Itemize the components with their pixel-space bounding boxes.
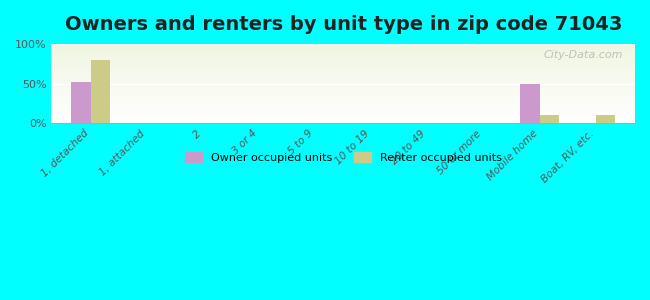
Bar	[51, 102, 635, 103]
Bar	[51, 55, 635, 56]
Bar	[51, 57, 635, 58]
Bar	[51, 122, 635, 123]
Bar	[51, 85, 635, 86]
Bar	[51, 63, 635, 64]
Bar	[51, 119, 635, 120]
Bar	[51, 94, 635, 95]
Bar	[51, 114, 635, 115]
Bar	[51, 111, 635, 112]
Bar	[51, 121, 635, 122]
Bar	[51, 58, 635, 59]
Bar	[51, 54, 635, 55]
Bar	[51, 107, 635, 108]
Title: Owners and renters by unit type in zip code 71043: Owners and renters by unit type in zip c…	[64, 15, 622, 34]
Bar	[51, 79, 635, 80]
Legend: Owner occupied units, Renter occupied units: Owner occupied units, Renter occupied un…	[181, 147, 506, 167]
Bar	[51, 75, 635, 76]
Bar	[51, 78, 635, 79]
Bar	[71, 82, 91, 123]
Bar	[51, 113, 635, 114]
Bar	[51, 73, 635, 74]
Bar	[51, 117, 635, 118]
Bar	[51, 93, 635, 94]
Bar	[51, 106, 635, 107]
Bar	[51, 59, 635, 60]
Bar	[51, 56, 635, 57]
Bar	[51, 110, 635, 111]
Bar	[51, 65, 635, 66]
Bar	[51, 80, 635, 81]
Bar	[51, 96, 635, 97]
Bar	[51, 51, 635, 52]
Bar	[51, 83, 635, 84]
Bar	[51, 69, 635, 70]
Bar	[51, 52, 635, 53]
Bar	[51, 120, 635, 121]
Bar	[520, 84, 540, 123]
Bar	[51, 74, 635, 75]
Bar	[51, 84, 635, 85]
Bar	[51, 67, 635, 68]
Bar	[51, 47, 635, 48]
Bar	[51, 101, 635, 102]
Bar	[51, 112, 635, 113]
Bar	[51, 95, 635, 96]
Bar	[540, 116, 559, 123]
Bar	[51, 50, 635, 51]
Bar	[51, 82, 635, 83]
Bar	[51, 48, 635, 49]
Bar	[51, 60, 635, 61]
Bar	[51, 109, 635, 110]
Bar	[51, 90, 635, 91]
Bar	[51, 68, 635, 69]
Bar	[51, 104, 635, 105]
Bar	[51, 71, 635, 72]
Bar	[51, 103, 635, 104]
Bar	[51, 118, 635, 119]
Bar	[51, 44, 635, 45]
Bar	[51, 98, 635, 99]
Bar	[51, 66, 635, 67]
Bar	[51, 81, 635, 82]
Bar	[51, 97, 635, 98]
Bar	[51, 89, 635, 90]
Bar	[51, 92, 635, 93]
Text: City-Data.com: City-Data.com	[544, 50, 623, 60]
Bar	[51, 87, 635, 88]
Bar	[51, 62, 635, 63]
Bar	[91, 60, 111, 123]
Bar	[51, 49, 635, 50]
Bar	[51, 115, 635, 116]
Bar	[51, 76, 635, 77]
Bar	[51, 46, 635, 47]
Bar	[51, 64, 635, 65]
Bar	[51, 105, 635, 106]
Bar	[51, 88, 635, 89]
Bar	[51, 53, 635, 54]
Bar	[51, 61, 635, 62]
Bar	[51, 45, 635, 46]
Bar	[596, 116, 616, 123]
Bar	[51, 77, 635, 78]
Bar	[51, 100, 635, 101]
Bar	[51, 70, 635, 71]
Bar	[51, 99, 635, 100]
Bar	[51, 86, 635, 87]
Bar	[51, 108, 635, 109]
Bar	[51, 72, 635, 73]
Bar	[51, 116, 635, 117]
